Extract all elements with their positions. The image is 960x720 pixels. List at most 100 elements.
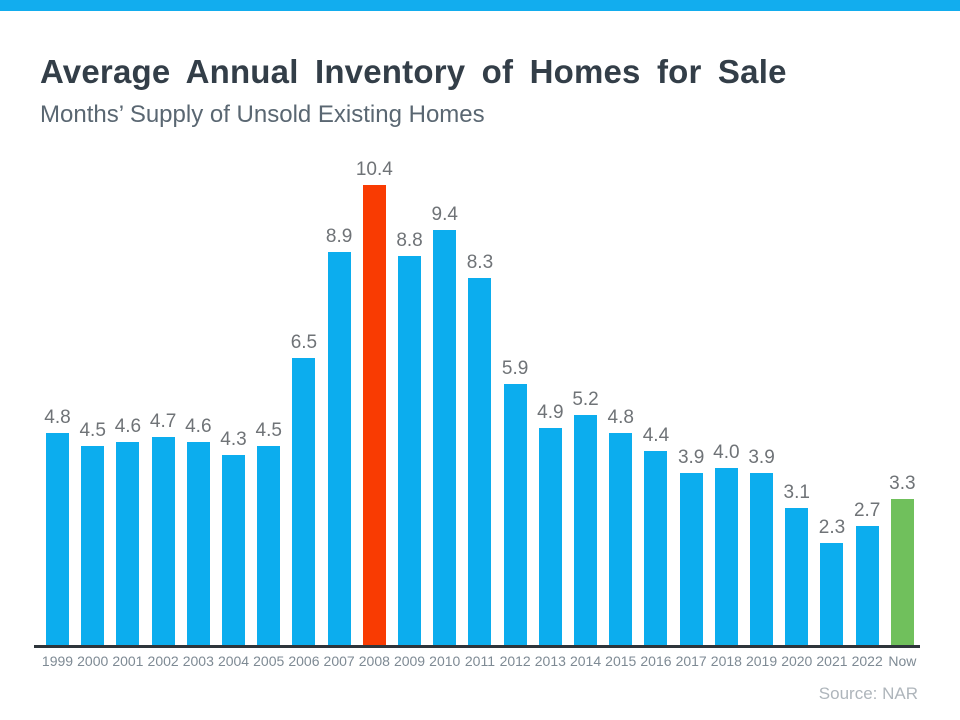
x-axis-label-2007: 2007 (323, 653, 355, 669)
x-axis-label-2020: 2020 (781, 653, 813, 669)
x-axis-label-2015: 2015 (605, 653, 637, 669)
x-axis-label-2017: 2017 (675, 653, 707, 669)
top-accent-bar (0, 0, 960, 11)
x-axis-label-2021: 2021 (816, 653, 848, 669)
bar-value-label: 2.3 (818, 517, 846, 538)
bar-column-2022: 2.7 (850, 500, 885, 645)
bar-column-2021: 2.3 (814, 517, 849, 645)
bar-column-2014: 5.2 (568, 389, 603, 645)
bar-column-2002: 4.7 (146, 411, 181, 645)
x-axis-line (34, 645, 920, 648)
bar-2001 (116, 442, 140, 645)
bar-value-label: 3.1 (783, 482, 810, 503)
bar-column-2003: 4.6 (181, 416, 216, 645)
bar-2019 (750, 473, 774, 645)
bar-column-2001: 4.6 (110, 416, 145, 645)
bar-column-2008: 10.4 (355, 159, 393, 645)
bar-value-label: 4.8 (44, 407, 71, 428)
x-axis-label-2009: 2009 (393, 653, 426, 669)
bar-chart-plot: 4.8 4.5 4.6 4.7 4.6 4.3 4.5 6.5 8.9 10.4 8.8 9.4 8.3… (40, 159, 920, 645)
bar-column-2004: 4.3 (216, 429, 251, 645)
bar-value-label: 8.9 (325, 226, 353, 247)
x-axis-label-2016: 2016 (640, 653, 672, 669)
bar-2005 (257, 446, 281, 645)
bar-now (890, 499, 914, 645)
bar-column-1999: 4.8 (40, 407, 75, 645)
bar-value-label: 4.6 (114, 416, 142, 437)
chart-header: Average Annual Inventory of Homes for Sa… (40, 53, 920, 129)
bar-column-2005: 4.5 (251, 420, 286, 645)
bar-2006 (292, 358, 316, 645)
bar-value-label: 3.3 (889, 473, 916, 494)
bar-2017 (679, 473, 703, 645)
bar-value-label: 4.0 (713, 442, 740, 463)
x-axis-label-2018: 2018 (710, 653, 742, 669)
bar-column-2018: 4.0 (709, 442, 744, 645)
source-attribution: Source: NAR (818, 684, 918, 703)
x-axis-label-2012: 2012 (499, 653, 531, 669)
x-axis-label-2013: 2013 (534, 653, 566, 669)
bar-column-2006: 6.5 (286, 332, 321, 645)
bar-column-2009: 8.8 (392, 230, 427, 645)
bar-2014 (574, 415, 598, 645)
bar-column-2007: 8.9 (322, 226, 357, 645)
bar-2015 (609, 433, 633, 645)
chart-title: Average Annual Inventory of Homes for Sa… (40, 53, 787, 90)
bar-column-2020: 3.1 (779, 482, 814, 645)
x-axis-label-2008: 2008 (358, 653, 390, 669)
x-axis-label-2011: 2011 (464, 653, 495, 669)
x-axis-label-2000: 2000 (77, 653, 109, 669)
bar-value-label: 10.4 (355, 159, 393, 180)
x-axis-label-2002: 2002 (147, 653, 179, 669)
bar-value-label: 5.2 (572, 389, 599, 410)
x-axis-label-2001: 2001 (112, 653, 144, 669)
bar-2007 (327, 252, 351, 645)
bar-value-label: 3.9 (748, 447, 775, 468)
bar-value-label: 3.9 (677, 447, 705, 468)
bar-2020 (785, 508, 809, 645)
bar-2010 (433, 230, 457, 645)
bar-value-label: 9.4 (431, 204, 458, 225)
bar-2003 (186, 442, 210, 645)
bar-column-now: 3.3 (885, 473, 920, 645)
bar-value-label: 6.5 (290, 332, 318, 353)
bar-value-label: 4.6 (185, 416, 212, 437)
bar-value-label: 8.8 (396, 230, 423, 251)
bar-column-2019: 3.9 (744, 447, 779, 645)
x-axis-label-2019: 2019 (745, 653, 778, 669)
chart-subtitle: Months’ Supply of Unsold Existing Homes (40, 101, 485, 128)
x-axis-label-now: Now (888, 653, 917, 669)
x-axis-label-2014: 2014 (569, 653, 602, 669)
bar-2021 (820, 543, 844, 645)
bar-column-2015: 4.8 (603, 407, 638, 645)
bar-2009 (398, 256, 422, 645)
x-axis-label-2006: 2006 (288, 653, 320, 669)
x-axis-label-2022: 2022 (851, 653, 883, 669)
bar-value-label: 4.9 (537, 402, 564, 423)
bar-2018 (714, 468, 738, 645)
bar-column-2000: 4.5 (75, 420, 110, 645)
bar-value-label: 2.7 (853, 500, 881, 521)
bar-value-label: 4.4 (642, 425, 670, 446)
bar-2022 (855, 526, 879, 645)
bar-2011 (468, 278, 492, 645)
bar-column-2011: 8.3 (462, 252, 497, 645)
bar-value-label: 4.5 (255, 420, 282, 441)
bar-value-label: 4.8 (607, 407, 634, 428)
bar-column-2016: 4.4 (638, 425, 673, 645)
bar-column-2013: 4.9 (533, 402, 568, 645)
x-axis-label-1999: 1999 (41, 653, 74, 669)
bar-value-label: 5.9 (501, 358, 529, 379)
x-axis-label-2010: 2010 (429, 653, 461, 669)
bar-2016 (644, 451, 668, 645)
bar-1999 (46, 433, 69, 645)
x-axis-labels: 1999 2000 2001 2002 2003 2004 2005 2006 2007 2008… (40, 653, 920, 669)
x-axis-label-2004: 2004 (217, 653, 250, 669)
x-axis-label-2003: 2003 (182, 653, 214, 669)
bar-2008 (362, 185, 386, 645)
x-axis-label-2005: 2005 (253, 653, 285, 669)
bar-2013 (538, 428, 562, 645)
bar-value-label: 4.5 (79, 420, 106, 441)
bar-column-2017: 3.9 (674, 447, 709, 645)
bar-value-label: 4.7 (149, 411, 177, 432)
